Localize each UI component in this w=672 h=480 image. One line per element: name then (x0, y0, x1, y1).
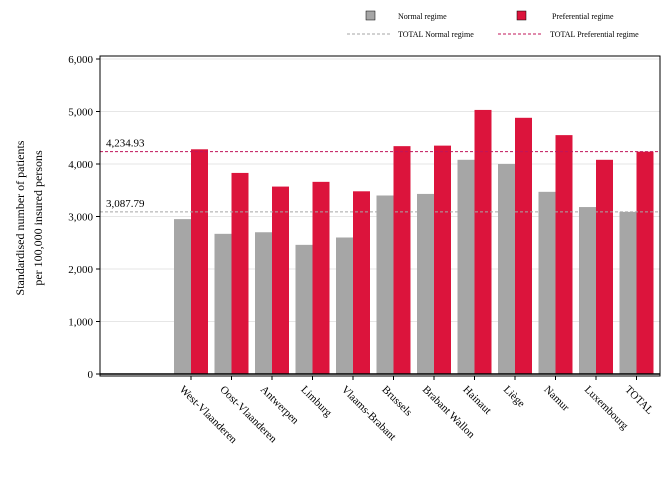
legend-label-total-preferential: TOTAL Preferential regime (550, 30, 639, 39)
x-axis: West-VlaanderenOost-VlaanderenAntwerpenL… (177, 376, 656, 446)
y-tick-label: 4,000 (68, 159, 93, 171)
bar-normal (255, 232, 272, 374)
legend-label-preferential: Preferential regime (552, 12, 614, 21)
x-tick-label: Brussels (379, 384, 414, 419)
x-tick-label: Namur (541, 384, 571, 414)
bar-normal (457, 159, 475, 374)
bar-normal (214, 233, 232, 374)
y-tick-label: 6,000 (68, 54, 93, 66)
y-axis-title-line-1: Standardised number of patients (13, 140, 27, 295)
bars (100, 109, 660, 375)
bar-normal (174, 219, 191, 374)
bar-preferential (636, 151, 654, 374)
bar-preferential (353, 191, 370, 374)
reference-label-normal: 3,087.79 (106, 198, 145, 210)
x-tick-label: Hainaut (460, 384, 493, 417)
y-axis-title-line-2: per 100,000 insured persons (31, 150, 45, 286)
y-tick-label: 5,000 (68, 107, 93, 119)
x-tick-label: Limburg (298, 384, 334, 420)
legend: Normal regime Preferential regime TOTAL … (347, 10, 639, 39)
bar-normal (498, 164, 515, 374)
bar-normal (417, 193, 434, 374)
bar-preferential (596, 159, 613, 374)
bar-normal (619, 211, 637, 374)
bar-preferential (312, 181, 330, 374)
bar-preferential (474, 109, 492, 375)
legend-label-normal: Normal regime (398, 12, 447, 21)
legend-swatch-normal (365, 10, 376, 21)
bar-normal (295, 244, 313, 374)
reference-lines: 3,087.79 4,234.93 (100, 138, 660, 213)
y-tick-label: 0 (88, 369, 94, 381)
plot-frame (99, 55, 661, 377)
bar-normal (376, 195, 394, 374)
bar-normal (336, 237, 353, 374)
x-tick-label: TOTAL (622, 384, 655, 417)
bar-preferential (191, 149, 208, 374)
bar-preferential (515, 117, 532, 375)
bar-preferential (231, 172, 249, 374)
bar-normal (579, 207, 596, 374)
y-tick-label: 2,000 (68, 264, 93, 276)
bar-preferential (555, 135, 573, 374)
reference-label-preferential: 4,234.93 (106, 138, 145, 150)
legend-swatch-preferential (516, 10, 527, 21)
bar-normal (538, 191, 556, 374)
x-tick-label: Liège (501, 384, 527, 410)
bar-preferential (272, 186, 289, 374)
y-tick-label: 1,000 (68, 317, 93, 329)
y-tick-label: 3,000 (68, 212, 93, 224)
y-axis: 0 1,000 2,000 3,000 4,000 5,000 6,000 (68, 54, 100, 381)
bar-preferential (434, 145, 451, 374)
legend-label-total-normal: TOTAL Normal regime (398, 30, 474, 39)
bar-preferential (393, 146, 411, 374)
x-tick-label: Antwerpen (258, 384, 301, 427)
